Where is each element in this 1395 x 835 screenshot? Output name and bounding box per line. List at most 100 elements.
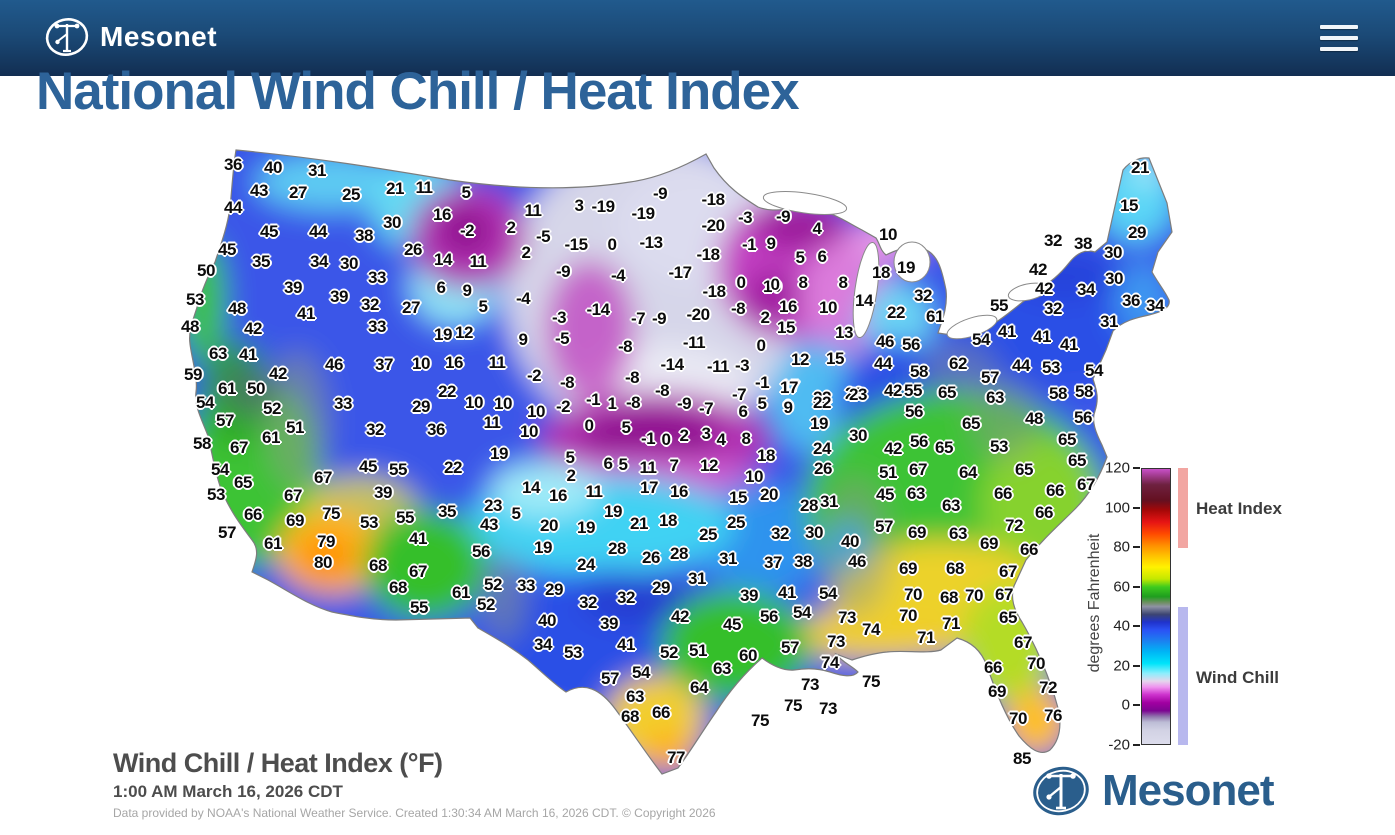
- station-value: 64: [690, 678, 708, 697]
- station-value: 33: [368, 268, 386, 287]
- station-value: 26: [404, 240, 422, 259]
- station-value: -20: [686, 305, 710, 324]
- station-value: 3: [701, 424, 711, 443]
- station-value: -11: [682, 333, 706, 352]
- station-value: 55: [396, 508, 414, 527]
- station-value: 35: [252, 252, 270, 271]
- station-value: 38: [1074, 234, 1092, 253]
- station-value: 29: [545, 580, 563, 599]
- station-value: 66: [1020, 540, 1038, 559]
- heat-index-strip: [1178, 468, 1188, 548]
- station-value: 75: [784, 696, 802, 715]
- station-value: 2: [506, 218, 516, 237]
- station-value: 43: [480, 515, 498, 534]
- station-value: 0: [770, 275, 780, 294]
- station-value: 70: [1009, 709, 1027, 728]
- station-value: 32: [617, 588, 635, 607]
- station-value: 45: [260, 222, 278, 241]
- station-value: -5: [554, 329, 570, 348]
- station-value: 39: [374, 483, 392, 502]
- station-value: 28: [608, 539, 626, 558]
- station-value: -3: [734, 356, 750, 375]
- mesonet-watermark-text: Mesonet: [1102, 766, 1274, 815]
- station-value: 39: [284, 278, 302, 297]
- menu-button[interactable]: [1320, 18, 1360, 58]
- station-value: 8: [838, 273, 848, 292]
- station-value: 65: [999, 608, 1017, 627]
- station-value: 6: [603, 454, 613, 473]
- station-value: 15: [777, 318, 795, 337]
- station-value: 5: [618, 455, 628, 474]
- station-value: 34: [1077, 280, 1095, 299]
- station-value: 16: [779, 297, 797, 316]
- station-value: 22: [887, 303, 905, 322]
- wind-chill-strip: [1178, 607, 1188, 745]
- station-value: 48: [1025, 409, 1043, 428]
- station-value: 64: [959, 463, 977, 482]
- legend-axis-label: degrees Fahrenheit: [1086, 533, 1103, 673]
- station-value: 52: [263, 399, 281, 418]
- hamburger-icon: [1320, 36, 1358, 40]
- station-value: 19: [534, 538, 552, 557]
- station-value: 11: [585, 482, 603, 501]
- station-value: 60: [739, 646, 757, 665]
- station-value: 65: [1015, 460, 1033, 479]
- station-value: 33: [334, 394, 352, 413]
- map-timestamp: 1:00 AM March 16, 2026 CDT: [113, 782, 343, 801]
- mesonet-logo[interactable]: Mesonet: [44, 14, 217, 60]
- station-value: 31: [1100, 312, 1118, 331]
- station-value: 57: [875, 517, 893, 536]
- station-value: -4: [515, 289, 531, 308]
- hamburger-icon: [1320, 47, 1358, 51]
- station-value: 9: [783, 398, 793, 417]
- station-value: 12: [700, 456, 718, 475]
- station-value: 67: [995, 585, 1013, 604]
- station-value: 16: [445, 353, 463, 372]
- station-value: -2: [459, 221, 475, 240]
- station-value: -18: [696, 245, 720, 264]
- station-value: -17: [668, 263, 692, 282]
- station-value: 53: [360, 513, 378, 532]
- station-value: 63: [713, 659, 731, 678]
- station-value: 66: [1046, 481, 1064, 500]
- station-value: 68: [621, 707, 639, 726]
- station-value: 32: [914, 286, 932, 305]
- station-value: 0: [607, 235, 617, 254]
- station-value: 0: [584, 416, 594, 435]
- heat-index-label: Heat Index: [1196, 499, 1282, 518]
- station-value: 22: [813, 393, 831, 412]
- station-value: 74: [862, 620, 880, 639]
- station-value: 17: [781, 377, 799, 396]
- station-value: -8: [625, 393, 641, 412]
- station-value: 36: [427, 420, 445, 439]
- station-value: 53: [564, 643, 582, 662]
- station-value: 75: [862, 672, 880, 691]
- station-value: 11: [483, 413, 501, 432]
- station-value: 52: [484, 575, 502, 594]
- station-value: 44: [874, 354, 892, 373]
- station-value: 65: [1058, 430, 1076, 449]
- station-value: 70: [899, 606, 917, 625]
- station-value: 5: [757, 394, 767, 413]
- station-value: 9: [783, 397, 793, 416]
- station-value: 75: [322, 504, 340, 523]
- station-value: 41: [778, 583, 796, 602]
- station-value: 19: [577, 518, 595, 537]
- station-value: 11: [415, 178, 433, 197]
- station-value: 14: [855, 291, 873, 310]
- station-value: 40: [538, 611, 556, 630]
- station-value: 54: [632, 663, 650, 682]
- station-value: 12: [455, 323, 473, 342]
- station-value: -15: [564, 235, 588, 254]
- station-value: 50: [197, 261, 215, 280]
- station-value: 66: [652, 703, 670, 722]
- station-value: 42: [1035, 279, 1053, 298]
- station-value: 7: [669, 456, 679, 475]
- station-value: 53: [990, 437, 1008, 456]
- station-value: 67: [999, 562, 1017, 581]
- station-value: 5: [621, 418, 631, 437]
- station-value: 17: [640, 478, 658, 497]
- station-value: -18: [701, 190, 725, 209]
- station-value: 61: [926, 307, 944, 326]
- station-value: 58: [193, 434, 211, 453]
